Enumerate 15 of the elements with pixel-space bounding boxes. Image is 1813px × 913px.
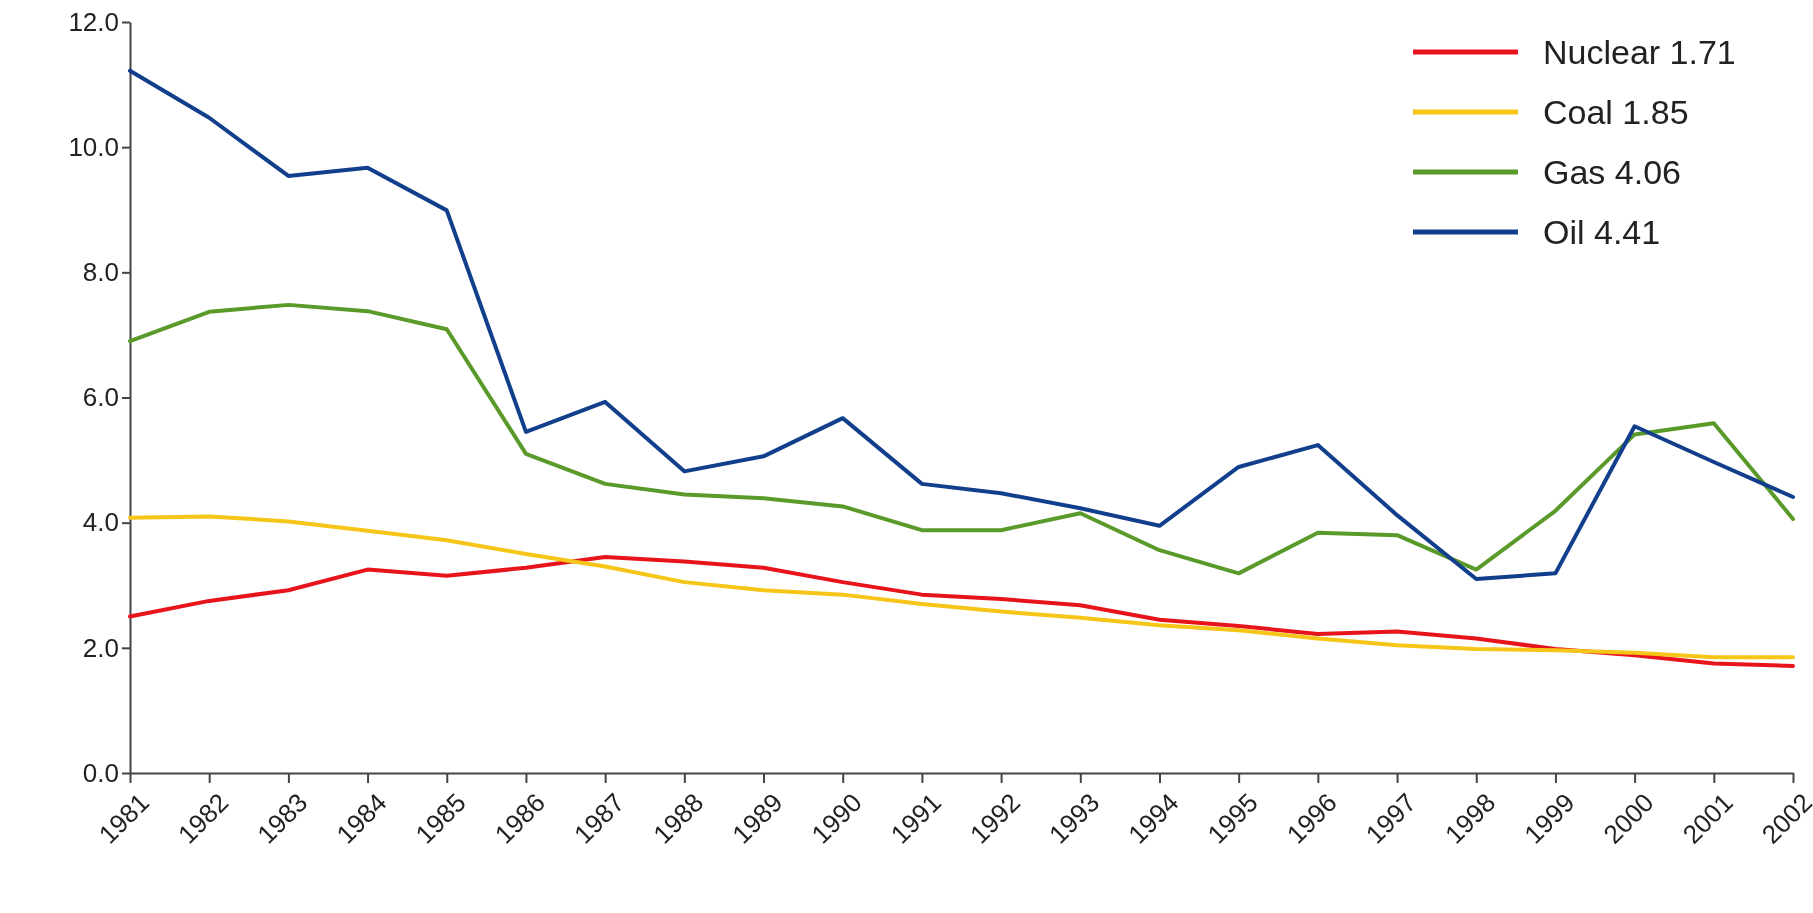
y-tick-label: 0.0 bbox=[82, 757, 119, 788]
y-tick-label: 4.0 bbox=[82, 507, 119, 538]
y-tick-label: 6.0 bbox=[82, 382, 119, 413]
legend-label: Oil 4.41 bbox=[1543, 212, 1661, 251]
y-tick-label: 2.0 bbox=[82, 632, 119, 663]
line-series bbox=[128, 514, 1795, 660]
legend-label: Gas 4.06 bbox=[1543, 152, 1681, 191]
line-series bbox=[128, 68, 1795, 581]
line-series bbox=[128, 302, 1795, 576]
legend-label: Coal 1.85 bbox=[1543, 92, 1689, 131]
legend-label: Nuclear 1.71 bbox=[1543, 32, 1736, 71]
line-series bbox=[128, 555, 1795, 668]
y-tick-label: 10.0 bbox=[68, 131, 119, 162]
y-tick-label: 12.0 bbox=[68, 6, 119, 37]
y-tick-label: 8.0 bbox=[82, 257, 119, 288]
